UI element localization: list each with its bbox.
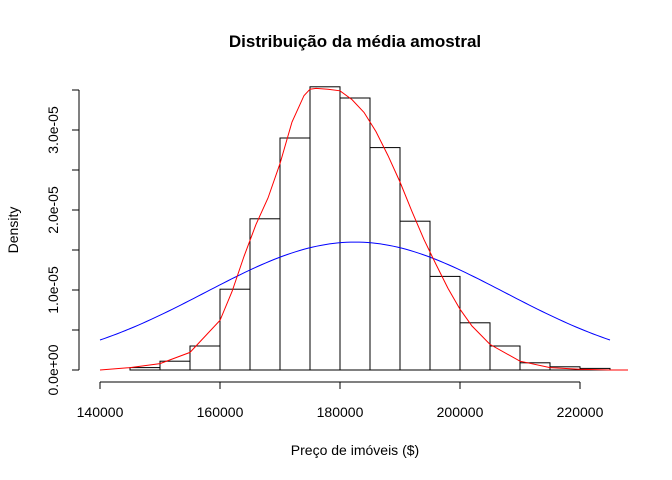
density-curve-line: [99, 87, 628, 371]
x-tick-label: 140000: [77, 404, 124, 420]
histogram-bar: [369, 147, 401, 371]
histogram-bars: [129, 86, 611, 371]
normal-curve-line: [99, 241, 611, 341]
y-tick-label: 1.0e-05: [45, 266, 61, 314]
histogram-bar: [279, 137, 311, 371]
histogram-bar: [189, 345, 221, 371]
histogram-bar: [129, 367, 161, 371]
y-tick-label: 3.0e-05: [45, 106, 61, 154]
x-axis-label: Preço de imóveis ($): [291, 442, 419, 458]
x-tick-label: 180000: [317, 404, 364, 420]
histogram-bar: [429, 275, 461, 371]
x-tick-label: 200000: [437, 404, 484, 420]
histogram-bar: [459, 322, 491, 371]
x-tick-label: 160000: [197, 404, 244, 420]
histogram-bar: [219, 288, 251, 371]
x-tick-label: 220000: [557, 404, 604, 420]
histogram-bar: [489, 345, 521, 371]
histogram-bar: [309, 86, 341, 371]
y-axis-label: Density: [5, 207, 21, 254]
y-tick-label: 0.0e+00: [45, 344, 61, 395]
histogram-bar: [249, 218, 281, 371]
histogram-bar: [159, 360, 191, 371]
histogram-bar: [339, 97, 371, 371]
y-axis: 0.0e+00 1.0e-05 2.0e-05 3.0e-05: [45, 89, 80, 396]
x-axis: 140000 160000 180000 200000 220000: [77, 381, 604, 420]
y-tick-label: 2.0e-05: [45, 186, 61, 234]
chart-title: Distribuição da média amostral: [229, 32, 481, 51]
